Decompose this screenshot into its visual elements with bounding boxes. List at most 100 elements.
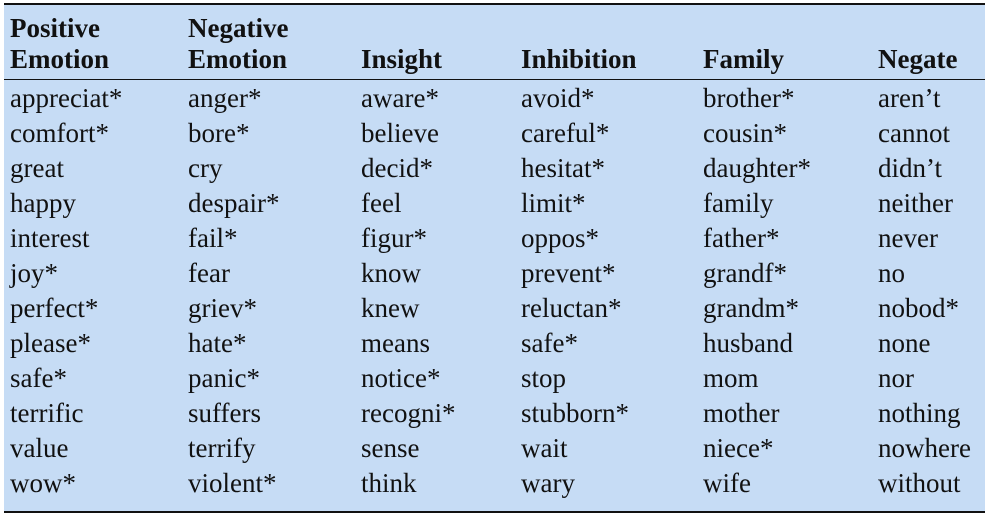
table-cell: nowhere: [878, 433, 971, 463]
column-header: Family: [697, 5, 872, 80]
table-cell: please*: [10, 328, 91, 358]
table-cell: grandm*: [703, 293, 799, 323]
table-cell: great: [10, 153, 64, 183]
table-cell: cry: [188, 153, 223, 183]
column-header-line: Family: [703, 44, 784, 74]
table-cell: value: [10, 433, 69, 463]
table-cell: griev*: [188, 293, 257, 323]
table-cell: safe*: [521, 328, 578, 358]
table-cell: none: [878, 328, 931, 358]
column-header-line: Insight: [361, 44, 443, 74]
column-header: Insight: [355, 5, 515, 80]
column-header-line: Emotion: [10, 44, 110, 74]
table-row: safe* panic* notice* stop mom nor: [4, 361, 985, 396]
table-cell: terrify: [188, 433, 256, 463]
table-cell: neither: [878, 188, 953, 218]
table-cell: mother: [703, 398, 780, 428]
table-cell: despair*: [188, 188, 280, 218]
table-cell: comfort*: [10, 118, 109, 148]
table-cell: nothing: [878, 398, 961, 428]
table-cell: interest: [10, 223, 90, 253]
table-cell: perfect*: [10, 293, 99, 323]
table-row: happy despair* feel limit* family neither: [4, 186, 985, 221]
table-cell: prevent*: [521, 258, 616, 288]
table-cell: think: [361, 468, 417, 498]
table-cell: brother*: [703, 83, 795, 113]
table-cell: cannot: [878, 118, 950, 148]
table-cell: recogni*: [361, 398, 456, 428]
table-cell: hate*: [188, 328, 247, 358]
table-cell: nobod*: [878, 293, 959, 323]
table-row: perfect* griev* knew reluctan* grandm* nobod*: [4, 291, 985, 326]
table-cell: limit*: [521, 188, 586, 218]
column-header-line: Negate: [878, 44, 958, 74]
table-cell: joy*: [10, 258, 59, 288]
table-cell: stop: [521, 363, 567, 393]
table-row: appreciat* anger* aware* avoid* brother* aren…: [4, 80, 985, 117]
table-cell: niece*: [703, 433, 774, 463]
table-cell: believe: [361, 118, 439, 148]
table-cell: wow*: [10, 468, 76, 498]
table-cell: happy: [10, 188, 76, 218]
table-cell: mom: [703, 363, 759, 393]
header-row: Positive Emotion Negative Emotion Insight Inh…: [4, 5, 985, 80]
table-cell: suffers: [188, 398, 261, 428]
table-cell: aware*: [361, 83, 439, 113]
table-cell: terrific: [10, 398, 84, 428]
column-header: Negate: [872, 5, 985, 80]
table-cell: bore*: [188, 118, 250, 148]
table-row: value terrify sense wait niece* nowhere: [4, 431, 985, 466]
table-row: please* hate* means safe* husband none: [4, 326, 985, 361]
column-header-line: Negative: [188, 13, 289, 43]
table-row: great cry decid* hesitat* daughter* didn’t: [4, 151, 985, 186]
table-cell: family: [703, 188, 774, 218]
table-cell: decid*: [361, 153, 433, 183]
table-cell: husband: [703, 328, 793, 358]
table-cell: wary: [521, 468, 575, 498]
column-header: Inhibition: [515, 5, 697, 80]
column-header-line: Emotion: [188, 44, 288, 74]
table-cell: stubborn*: [521, 398, 629, 428]
table-cell: know: [361, 258, 421, 288]
table-header: Positive Emotion Negative Emotion Insight Inh…: [4, 5, 985, 80]
column-header-line: Positive: [10, 13, 100, 43]
table-cell: safe*: [10, 363, 67, 393]
table-cell: means: [361, 328, 430, 358]
table-cell: no: [878, 258, 905, 288]
column-header: Negative Emotion: [182, 5, 355, 80]
table-cell: didn’t: [878, 153, 943, 183]
table-cell: wait: [521, 433, 568, 463]
table-cell: violent*: [188, 468, 277, 498]
table-cell: notice*: [361, 363, 441, 393]
table-cell: careful*: [521, 118, 610, 148]
table-cell: knew: [361, 293, 420, 323]
table-cell: oppos*: [521, 223, 600, 253]
table-row: terrific suffers recogni* stubborn* mother no…: [4, 396, 985, 431]
table-cell: never: [878, 223, 938, 253]
table-cell: anger*: [188, 83, 262, 113]
word-category-table: Positive Emotion Negative Emotion Insight Inh…: [4, 5, 985, 501]
table-cell: fail*: [188, 223, 238, 253]
table-row: comfort* bore* believe careful* cousin* canno…: [4, 116, 985, 151]
table-cell: reluctan*: [521, 293, 622, 323]
table-row: joy* fear know prevent* grandf* no: [4, 256, 985, 291]
table-cell: father*: [703, 223, 780, 253]
table-cell: without: [878, 468, 961, 498]
table-cell: feel: [361, 188, 402, 218]
word-category-table-container: Positive Emotion Negative Emotion Insight Inh…: [4, 3, 985, 513]
table-cell: nor: [878, 363, 914, 393]
table-cell: grandf*: [703, 258, 787, 288]
table-cell: cousin*: [703, 118, 787, 148]
table-cell: hesitat*: [521, 153, 605, 183]
table-row: interest fail* figur* oppos* father* never: [4, 221, 985, 256]
table-cell: fear: [188, 258, 230, 288]
table-body: appreciat* anger* aware* avoid* brother* aren…: [4, 80, 985, 502]
table-cell: wife: [703, 468, 751, 498]
column-header-line: Inhibition: [521, 44, 637, 74]
table-cell: panic*: [188, 363, 260, 393]
table-row: wow* violent* think wary wife without: [4, 466, 985, 501]
table-cell: daughter*: [703, 153, 811, 183]
table-cell: appreciat*: [10, 83, 123, 113]
column-header: Positive Emotion: [4, 5, 182, 80]
table-cell: aren’t: [878, 83, 941, 113]
